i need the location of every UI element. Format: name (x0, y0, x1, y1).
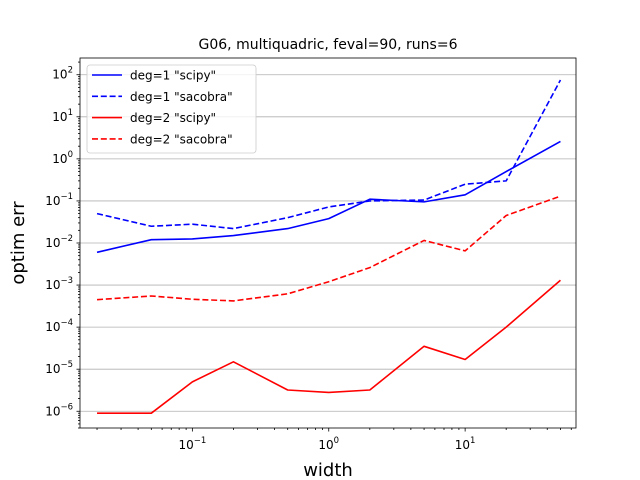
y-tick-exponent: −2 (60, 234, 73, 244)
legend-label: deg=1 "scipy" (130, 69, 216, 83)
x-tick-label: 101 (455, 436, 476, 452)
x-tick-base: 10 (318, 438, 333, 452)
y-tick-base: 10 (52, 152, 67, 166)
x-tick-label: 10−1 (178, 436, 206, 452)
y-tick-base: 10 (45, 320, 60, 334)
x-tick-base: 10 (455, 438, 470, 452)
series-line-4 (96, 195, 561, 302)
x-axis: 10−1 100 101 (96, 428, 572, 452)
y-tick-base: 10 (45, 194, 60, 208)
y-tick-base: 10 (52, 68, 67, 82)
y-tick-exponent: −3 (60, 276, 73, 286)
y-tick-exponent: −5 (60, 360, 73, 370)
y-tick-exponent: −4 (60, 318, 73, 328)
legend-box (86, 64, 257, 154)
series-line-3 (97, 279, 561, 414)
y-tick-base: 10 (45, 404, 60, 418)
y-tick-label: 10−6 (45, 402, 73, 418)
y-tick-label: 10−3 (45, 276, 73, 292)
y-tick-label: 10−5 (45, 360, 73, 376)
x-tick-base: 10 (178, 438, 193, 452)
legend-label: deg=1 "sacobra" (130, 90, 233, 104)
series-line-2 (96, 79, 562, 230)
x-tick-exponent: 1 (470, 436, 475, 446)
y-tick-label: 10−4 (45, 318, 73, 334)
y-tick-label: 10−1 (45, 192, 73, 208)
y-tick-exponent: −6 (60, 402, 73, 412)
y-tick-exponent: 1 (68, 108, 73, 118)
grid-layer (80, 74, 576, 412)
y-tick-exponent: 2 (68, 66, 73, 76)
x-axis-label: width (303, 460, 353, 480)
legend-label: deg=2 "sacobra" (130, 132, 233, 146)
y-tick-exponent: 0 (68, 150, 73, 160)
legend: deg=1 "scipy" deg=1 "sacobra" deg=2 "scipy… (86, 64, 257, 154)
y-tick-label: 100 (52, 150, 73, 166)
series-line-1 (96, 140, 561, 254)
x-tick-exponent: −1 (194, 436, 207, 446)
y-tick-label: 101 (52, 108, 73, 124)
x-tick-label: 100 (318, 436, 339, 452)
y-tick-label: 10−2 (45, 234, 73, 250)
chart-title: G06, multiquadric, feval=90, runs=6 (199, 37, 458, 53)
y-tick-label: 102 (52, 66, 73, 82)
legend-label: deg=2 "scipy" (130, 111, 216, 125)
series-layer (96, 79, 562, 414)
y-tick-base: 10 (45, 236, 60, 250)
y-tick-exponent: −1 (60, 192, 73, 202)
y-axis-label: optim err (8, 201, 29, 285)
x-tick-exponent: 0 (334, 436, 339, 446)
y-tick-base: 10 (45, 362, 60, 376)
y-tick-base: 10 (45, 278, 60, 292)
y-tick-base: 10 (52, 110, 67, 124)
